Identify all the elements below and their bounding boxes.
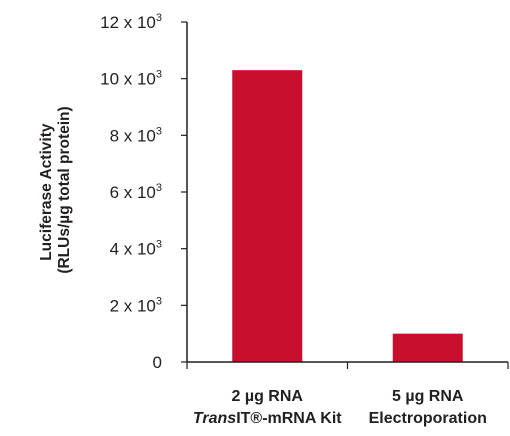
bar-1	[232, 70, 303, 363]
category-label-line-2: TransIT®-mRNA Kit	[193, 410, 342, 427]
y-tick-label: 10 x 103	[100, 69, 162, 89]
x-axis-category-labels: 2 µg RNA TransIT®-mRNA Kit 5 µg RNA Electro…	[193, 388, 487, 427]
y-tick-label: 4 x 103	[110, 239, 162, 259]
y-axis-label: Luciferase Activity (RLUs/µg total prote…	[38, 106, 73, 273]
y-tick-label: 2 x 103	[110, 295, 162, 315]
category-label-line-1: 2 µg RNA	[232, 388, 304, 405]
y-axis-label-line-2: (RLUs/µg total protein)	[56, 106, 73, 273]
bars	[232, 70, 463, 363]
y-axis-label-line-1: Luciferase Activity	[38, 123, 55, 261]
y-tick-label: 0	[153, 353, 162, 372]
x-axis-ticks	[186, 362, 509, 369]
y-axis-ticks: 0 2 x 103 4 x 103 6 x 103 8 x 103 10 x 103 12 …	[100, 12, 187, 372]
bar-2	[392, 333, 463, 362]
y-tick-label: 8 x 103	[110, 125, 162, 145]
y-tick-label: 12 x 103	[100, 12, 162, 32]
category-label-line-2: Electroporation	[369, 410, 487, 427]
category-label-line-1: 5 µg RNA	[392, 388, 464, 405]
y-tick-label: 6 x 103	[110, 182, 162, 202]
